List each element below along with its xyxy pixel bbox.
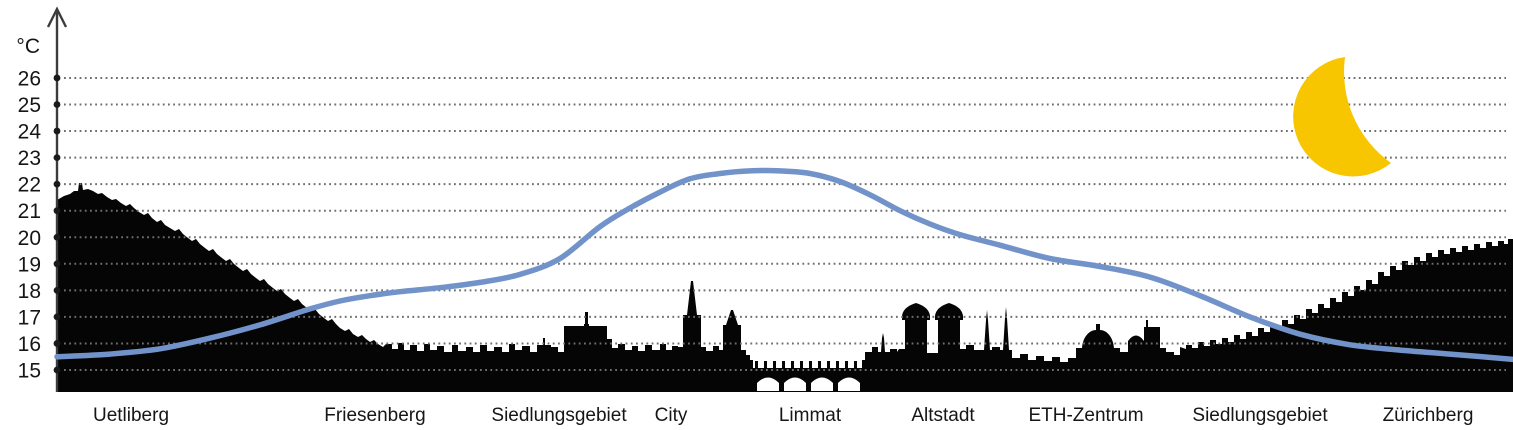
tick-dot-22 [53,180,61,188]
x-label-z-richberg: Zürichberg [1383,405,1474,426]
x-label-siedlungsgebiet: Siedlungsgebiet [491,405,627,426]
tick-label-26: 26 [18,67,41,90]
tick-label-22: 22 [18,174,41,197]
bridge-post [764,361,767,368]
x-label-city: City [655,405,688,426]
x-label-limmat: Limmat [779,405,842,426]
bridge-post [773,361,776,368]
bridge-arch [838,377,860,391]
tick-dot-20 [53,233,61,241]
bridge-post [845,361,848,368]
tick-label-15: 15 [18,360,41,383]
temperature-curve [54,167,1513,363]
x-label-friesenberg: Friesenberg [324,405,425,426]
y-axis-unit-label: °C [16,35,40,58]
bridge-arch [757,377,779,391]
bridge-post [818,361,821,368]
tick-label-17: 17 [18,306,41,329]
tick-dot-25 [53,101,61,108]
tick-label-19: 19 [18,253,41,276]
bridge-post [809,361,812,368]
tick-label-16: 16 [18,333,41,356]
tick-dot-23 [53,154,61,162]
skyline-path [57,183,1513,392]
tick-label-18: 18 [18,280,41,303]
moon-icon [1293,57,1391,177]
tick-label-23: 23 [18,147,41,170]
tick-dot-17 [53,313,61,321]
x-axis-labels: Uetliberg Friesenberg Siedlungsgebiet City L… [93,405,1473,426]
gridlines [64,76,1506,371]
tick-label-25: 25 [18,94,41,117]
tick-label-20: 20 [18,227,41,250]
bridge-post [827,361,830,368]
bridge-arch [811,377,833,391]
bridge-post [782,361,785,368]
x-label-altstadt: Altstadt [911,405,975,426]
bridge-post [755,361,758,368]
x-label-uetliberg: Uetliberg [93,405,169,426]
bridge-arch [784,377,806,391]
tick-dot-21 [53,207,61,215]
tick-dot-24 [53,127,61,135]
bridge-railing-posts [755,361,857,368]
tick-dot-16 [53,340,61,347]
tick-dot-26 [53,74,61,82]
y-axis-ticks: 26 25 24 23 22 21 20 19 18 17 16 15 [18,67,61,383]
bridge-post [791,361,794,368]
tick-dot-15 [53,366,61,374]
tick-dot-19 [53,260,61,268]
bridge-post [854,361,857,368]
x-label-eth-zentrum: ETH-Zentrum [1028,405,1143,426]
zurich-skyline-silhouette [57,183,1513,392]
bridge-post [800,361,803,368]
bridge-arches [757,377,860,391]
y-axis: °C 26 25 24 23 22 21 20 19 18 17 16 15 [16,6,68,392]
x-label-siedlungsgebiet: Siedlungsgebiet [1192,405,1328,426]
y-axis-arrowhead-icon [46,6,68,28]
bridge-post [836,361,839,368]
tick-label-24: 24 [18,121,42,144]
tick-label-21: 21 [18,200,41,223]
tick-dot-18 [53,286,61,294]
